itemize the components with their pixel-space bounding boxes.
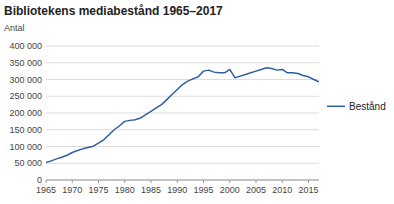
legend-swatch (327, 106, 345, 108)
y-tick-label: 150 000 (9, 125, 42, 135)
y-tick-label: 0 (37, 175, 42, 185)
y-tick-label: 250 000 (9, 91, 42, 101)
grid-line (46, 46, 319, 47)
x-tick (308, 180, 309, 183)
y-tick-label: 400 000 (9, 41, 42, 51)
x-axis-line (46, 180, 319, 181)
x-tick (282, 180, 283, 183)
grid-line (46, 113, 319, 114)
grid-line (46, 79, 319, 80)
x-tick-label: 1980 (115, 185, 135, 195)
x-tick-label: 2000 (220, 185, 240, 195)
chart: Bibliotekens mediabestånd 1965–2017 Antal… (0, 0, 394, 204)
x-tick-label: 2005 (246, 185, 266, 195)
x-tick (72, 180, 73, 183)
legend: Bestånd (327, 101, 386, 112)
y-tick-label: 300 000 (9, 75, 42, 85)
title: Bibliotekens mediabestånd 1965–2017 (4, 4, 223, 18)
x-tick (229, 180, 230, 183)
plot-area (46, 68, 319, 163)
x-tick-label: 1975 (88, 185, 108, 195)
x-tick-label: 2010 (272, 185, 292, 195)
x-tick-label: 2015 (298, 185, 318, 195)
x-tick-label: 1970 (62, 185, 82, 195)
y-tick-label: 200 000 (9, 108, 42, 118)
grid-line (46, 146, 319, 147)
x-tick (124, 180, 125, 183)
x-tick (151, 180, 152, 183)
grid-line (46, 163, 319, 164)
grid-line (46, 129, 319, 130)
y-axis-label: Antal (4, 23, 25, 33)
y-tick-label: 350 000 (9, 58, 42, 68)
x-tick-label: 1965 (36, 185, 56, 195)
x-tick-label: 1985 (141, 185, 161, 195)
x-tick (256, 180, 257, 183)
x-tick (98, 180, 99, 183)
x-tick (46, 180, 47, 183)
grid-line (46, 96, 319, 97)
x-tick-label: 1995 (193, 185, 213, 195)
x-tick-label: 1990 (167, 185, 187, 195)
x-tick (203, 180, 204, 183)
x-tick (177, 180, 178, 183)
y-tick-label: 100 000 (9, 142, 42, 152)
legend-label: Bestånd (349, 101, 386, 112)
grid-line (46, 180, 319, 181)
grid-line (46, 62, 319, 63)
line (46, 68, 319, 163)
y-tick-label: 50 000 (14, 158, 42, 168)
